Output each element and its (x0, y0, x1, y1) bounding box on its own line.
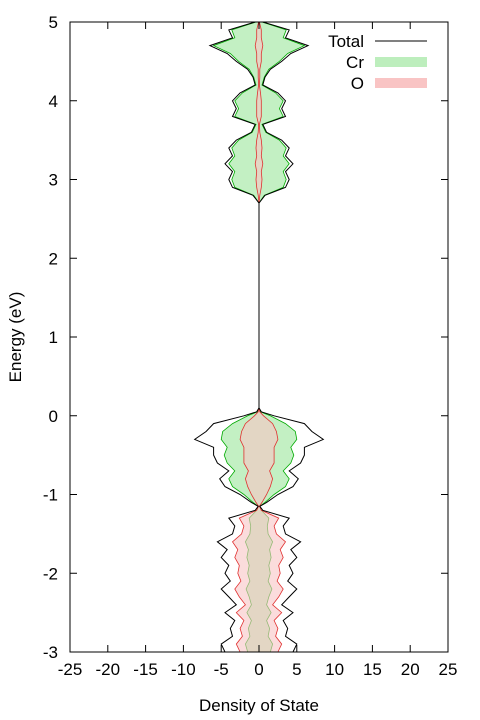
y-tick-label: 4 (49, 92, 58, 111)
y-tick-label: 3 (49, 171, 58, 190)
x-tick-label: 5 (292, 660, 301, 679)
legend-label-o: O (351, 74, 364, 93)
y-tick-label: -2 (43, 564, 58, 583)
x-axis-title: Density of State (199, 696, 319, 715)
y-axis-title: Energy (eV) (6, 292, 25, 383)
x-tick-label: 25 (439, 660, 458, 679)
x-tick-label: 10 (325, 660, 344, 679)
y-tick-label: -3 (43, 643, 58, 662)
y-tick-label: 5 (49, 13, 58, 32)
y-tick-label: -1 (43, 486, 58, 505)
x-tick-label: 0 (254, 660, 263, 679)
y-tick-label: 0 (49, 407, 58, 426)
x-tick-label: -10 (171, 660, 196, 679)
x-tick-label: 20 (401, 660, 420, 679)
legend: Total Cr O (328, 32, 427, 93)
legend-label-total: Total (328, 32, 364, 51)
x-tick-label: -20 (96, 660, 121, 679)
legend-swatch-cr (375, 57, 427, 67)
x-tick-label: -15 (133, 660, 158, 679)
axis-ticks (69, 21, 449, 653)
legend-swatch-o (375, 78, 427, 88)
y-tick-label: 2 (49, 249, 58, 268)
x-tick-label: -5 (214, 660, 229, 679)
x-tick-label: 15 (363, 660, 382, 679)
x-tick-label: -25 (58, 660, 83, 679)
legend-label-cr: Cr (346, 53, 364, 72)
y-tick-label: 1 (49, 328, 58, 347)
